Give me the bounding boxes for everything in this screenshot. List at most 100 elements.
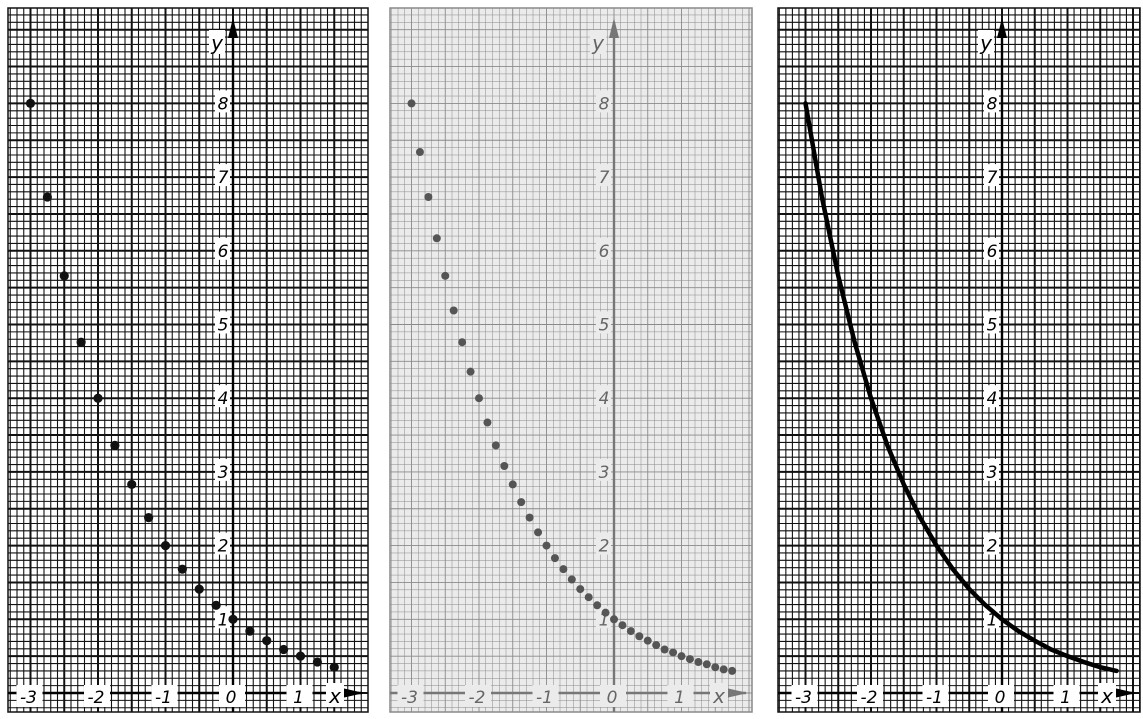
y-axis-label: y [979,31,993,55]
data-point [127,479,137,490]
x-tick-label: -3 [20,688,37,708]
y-tick-label: 8 [987,94,998,114]
data-point [550,554,559,563]
data-point [449,306,458,315]
data-point [711,663,720,672]
data-point [211,600,221,610]
data-point [525,513,534,522]
data-point [194,584,204,594]
grid [778,8,1140,712]
x-axis-label: x [712,684,725,708]
data-point [110,440,120,450]
data-point [76,337,86,347]
data-point [245,626,255,636]
data-point [635,632,644,641]
data-point [618,621,627,630]
y-tick-label: 6 [599,242,610,262]
data-point [610,615,618,624]
y-axis-arrow [609,18,619,38]
y-tick-label: 5 [599,316,610,336]
x-tick-label: -1 [155,688,172,708]
data-point [262,636,272,646]
y-axis-label: y [591,31,605,55]
y-axis-arrow [228,18,238,38]
x-tick-label: 0 [226,688,237,708]
y-tick-label: 3 [987,463,998,483]
data-point [593,601,602,610]
data-point [466,367,475,376]
x-tick-label: -2 [88,688,105,708]
y-axis-arrow [997,18,1007,38]
y-tick-label: 1 [218,610,229,630]
x-axis-label: x [1100,684,1113,708]
y-tick-label: 6 [218,242,229,262]
data-point [160,541,171,551]
x-tick-label: -1 [926,688,943,708]
data-point [567,575,576,584]
data-point [295,651,306,661]
plot-background [777,7,1141,713]
x-tick-label: 1 [674,688,685,708]
grid [390,8,752,712]
data-point [643,636,652,645]
data-point [517,498,526,507]
data-point [312,657,322,667]
data-point [432,234,441,243]
data-point [228,614,238,624]
x-axis-label: x [328,684,341,708]
chart-panel-3: 1 2 3 4 5 6 7 8 -3 -2 -1 0 1 y x [777,7,1141,713]
x-axis-arrow [726,688,748,698]
data-point [441,271,450,280]
data-point [559,565,568,574]
data-point [458,338,467,347]
y-tick-label: 4 [599,389,610,409]
y-tick-label: 2 [987,537,998,557]
data-point [483,418,492,427]
x-tick-label: -1 [536,688,553,708]
x-tick-label: -3 [401,688,418,708]
data-point [652,641,661,650]
data-point [677,652,686,661]
data-point [329,662,339,672]
data-point [601,608,610,617]
y-tick-label: 7 [599,168,610,188]
chart-panel-2: 1 2 3 4 5 6 7 8 -3 -2 -1 0 1 y x [389,7,753,713]
data-point [542,541,551,550]
data-point [59,271,69,281]
data-point [475,394,483,403]
data-point [424,192,433,201]
plot-background [389,7,753,713]
y-tick-label: 1 [987,610,998,630]
data-point [508,480,517,489]
x-tick-label: -2 [861,688,878,708]
x-axis-arrow [1114,688,1136,698]
data-point [93,393,103,403]
y-tick-label: 3 [599,463,610,483]
data-point [144,512,154,523]
data-point [719,665,728,674]
data-point [25,98,36,108]
data-point [685,655,694,664]
x-axis-arrow [342,688,364,698]
x-tick-label: 0 [995,688,1006,708]
y-tick-label: 2 [218,537,229,557]
data-point [728,666,737,675]
y-tick-label: 2 [599,537,610,557]
y-axis-label: y [210,31,224,55]
y-tick-label: 8 [218,94,229,114]
chart-panel-1: 1 2 3 4 5 6 7 8 -3 -2 -1 0 1 y x [7,7,369,713]
data-point [415,148,424,157]
data-point [407,99,416,108]
series-line [803,101,1119,674]
x-tick-label: -3 [795,688,812,708]
y-tick-label: 7 [987,168,998,188]
y-tick-label: 1 [599,610,610,630]
data-point [177,564,187,574]
data-point [584,593,593,602]
y-tick-label: 6 [987,242,998,262]
y-tick-label: 5 [987,316,998,336]
data-point [669,648,678,657]
y-tick-label: 8 [599,94,610,114]
x-tick-label: 1 [1060,688,1071,708]
